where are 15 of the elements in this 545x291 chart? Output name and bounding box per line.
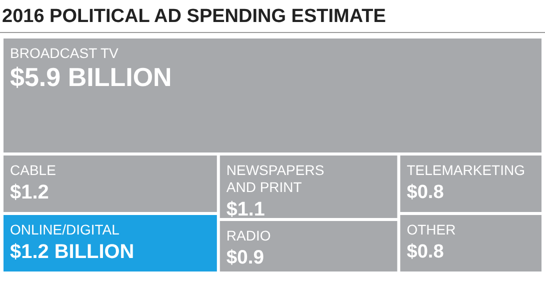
data-label: $0.9 <box>226 247 264 268</box>
data-label: $1.2 BILLION <box>10 240 134 263</box>
category-label: OTHER <box>406 221 456 238</box>
category-label: BROADCAST TV <box>10 44 120 61</box>
category-label: TELEMARKETING <box>406 162 525 178</box>
category-label: RADIO <box>226 227 271 244</box>
data-label: $1.2 <box>10 181 49 204</box>
text: 2016 POLITICAL AD SPENDING ESTIMATE <box>0 0 545 33</box>
category-label: ONLINE/DIGITAL <box>10 221 120 238</box>
data-label: $0.8 <box>406 241 444 262</box>
data-label: $5.9 BILLION <box>10 62 172 92</box>
data-label: $1.1 <box>226 198 265 220</box>
data-label: $0.8 <box>406 182 444 203</box>
category-label: NEWSPAPERS AND PRINT <box>226 162 324 195</box>
category-label: CABLE <box>10 162 56 178</box>
